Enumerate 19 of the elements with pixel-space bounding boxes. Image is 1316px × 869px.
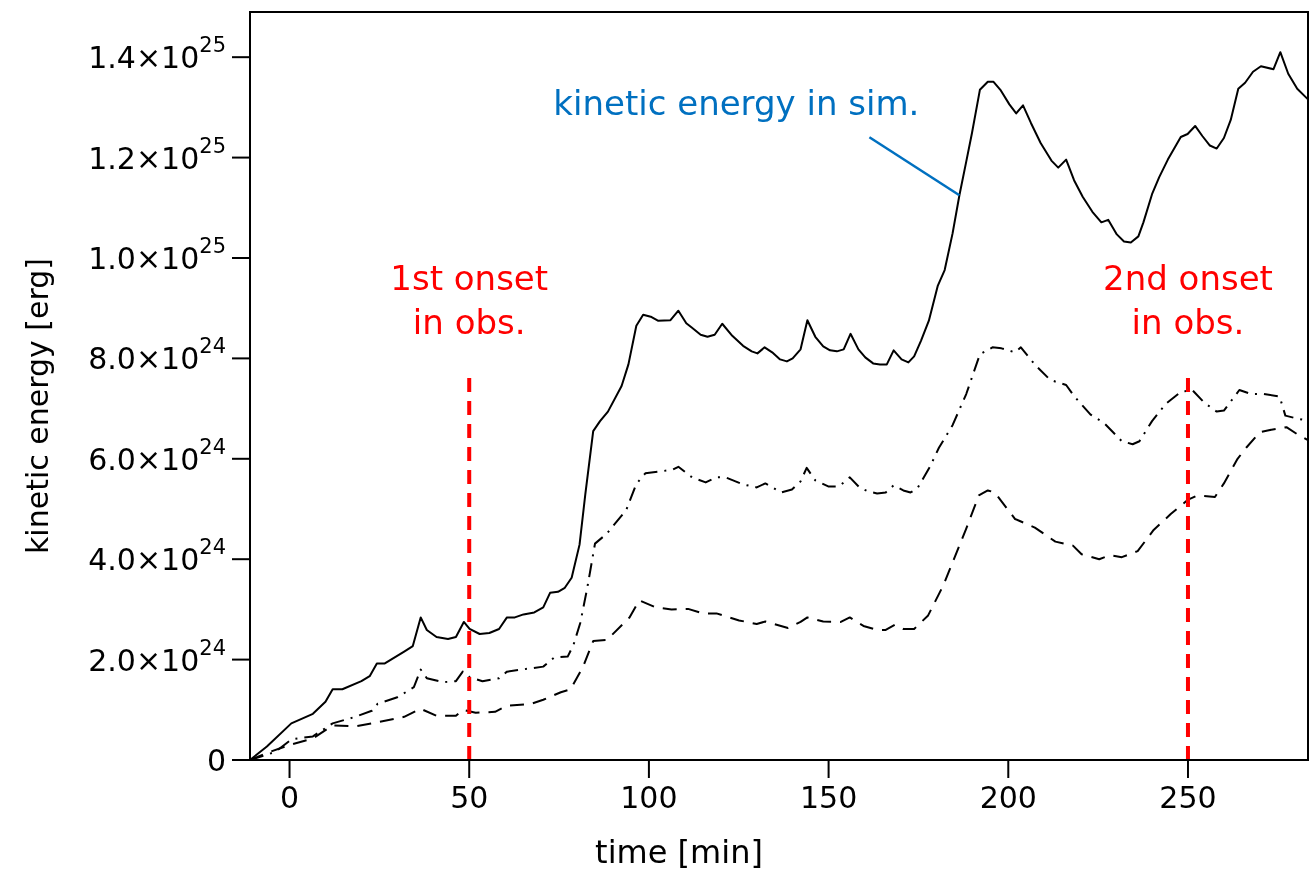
y-tick-label: 6.0×10$^{24}$	[88, 434, 226, 477]
y-tick-label: 2.0×10$^{24}$	[88, 635, 226, 678]
ref-line-label: 2nd onset in obs.	[1103, 258, 1273, 342]
x-tick-label: 50	[450, 780, 489, 815]
y-tick-label: 4.0×10$^{24}$	[88, 535, 226, 577]
y-axis-title: kinetic energy [erg]	[20, 257, 55, 555]
x-axis-title: time [min]	[595, 833, 763, 869]
y-tick-label: 1.4×10$^{25}$	[88, 33, 226, 75]
x-tick-label: 100	[620, 780, 678, 815]
x-tick-label: 200	[979, 780, 1037, 815]
x-tick-label: 0	[279, 780, 300, 815]
y-tick-label: 0	[206, 742, 226, 778]
ref-line-label: 1st onset in obs.	[390, 258, 549, 342]
x-tick-label: 250	[1159, 780, 1217, 815]
y-tick-label: 1.0×10$^{25}$	[88, 233, 226, 276]
y-tick-label: 1.2×10$^{25}$	[88, 133, 226, 176]
x-tick-label: 150	[799, 780, 858, 815]
annotation: kinetic energy in sim.	[553, 83, 920, 124]
y-tick-label: 8.0×10$^{24}$	[88, 334, 226, 376]
